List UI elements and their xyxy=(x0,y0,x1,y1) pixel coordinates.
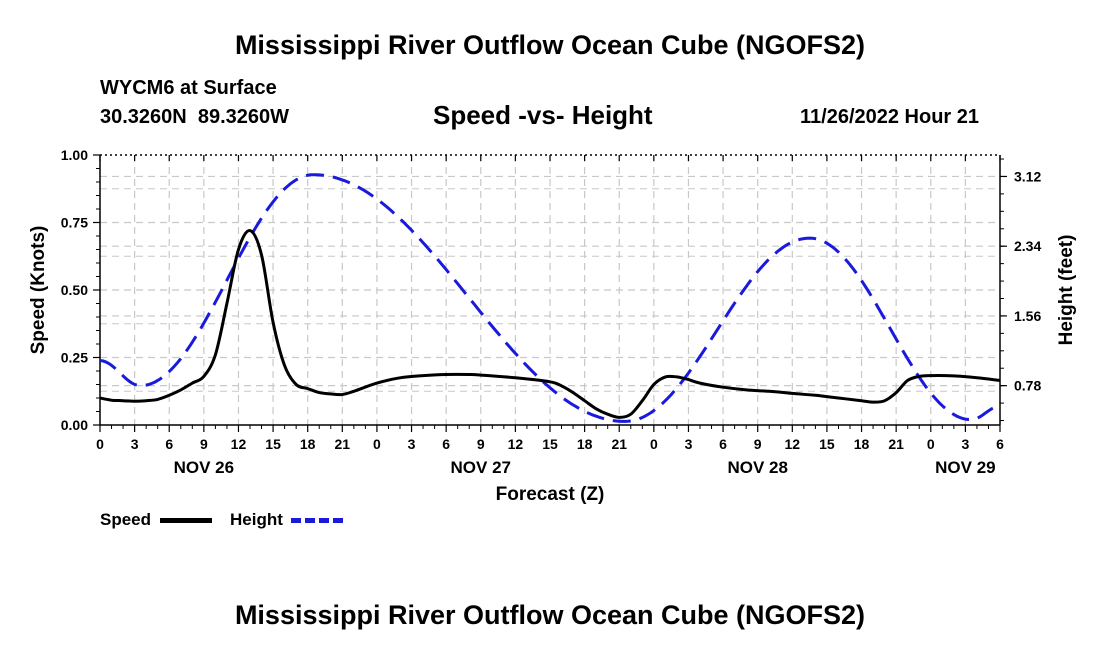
day-label: NOV 28 xyxy=(727,458,787,477)
x-tick-label: 6 xyxy=(442,436,450,452)
y-tick-label: 0.75 xyxy=(61,215,88,231)
x-tick-label: 15 xyxy=(819,436,835,452)
x-tick-label: 12 xyxy=(508,436,524,452)
y-tick-label: 0.00 xyxy=(61,417,88,433)
day-label: NOV 26 xyxy=(174,458,234,477)
legend-speed-swatch xyxy=(160,518,212,523)
day-label: NOV 29 xyxy=(935,458,995,477)
x-tick-label: 9 xyxy=(754,436,762,452)
speed-series-line xyxy=(99,229,1001,419)
station-label: WYCM6 at Surface xyxy=(100,77,277,99)
y-tick-label: 0.25 xyxy=(61,350,88,366)
datetime-label: 11/26/2022 Hour 21 xyxy=(800,106,980,128)
y-tick-label: 0.50 xyxy=(61,282,88,298)
x-tick-label: 6 xyxy=(996,436,1004,452)
x-tick-label: 15 xyxy=(265,436,281,452)
x-tick-label: 21 xyxy=(888,436,904,452)
x-tick-label: 3 xyxy=(685,436,693,452)
x-tick-label: 0 xyxy=(927,436,935,452)
x-tick-label: 18 xyxy=(300,436,316,452)
x-tick-label: 3 xyxy=(408,436,416,452)
coordinates-label: 30.3260N 89.3260W xyxy=(100,106,290,128)
x-tick-label: 12 xyxy=(785,436,801,452)
x-axis-title: Forecast (Z) xyxy=(496,484,605,505)
y-axis-title: Speed (Knots) xyxy=(28,226,49,355)
x-tick-label: 21 xyxy=(335,436,351,452)
x-tick-label: 18 xyxy=(854,436,870,452)
x-tick-label: 6 xyxy=(719,436,727,452)
page-title: Mississippi River Outflow Ocean Cube (NG… xyxy=(234,30,866,60)
x-tick-label: 6 xyxy=(165,436,173,452)
legend-speed-label: Speed xyxy=(100,510,152,529)
y2-axis-title: Height (feet) xyxy=(1056,235,1077,346)
x-tick-label: 3 xyxy=(961,436,969,452)
x-tick-label: 12 xyxy=(231,436,247,452)
x-tick-label: 0 xyxy=(96,436,104,452)
height-series-line xyxy=(99,173,1001,423)
legend-height-swatch xyxy=(291,518,343,523)
day-label: NOV 27 xyxy=(451,458,511,477)
x-tick-label: 9 xyxy=(477,436,485,452)
x-tick-label: 0 xyxy=(650,436,658,452)
legend-height-label: Height xyxy=(230,510,283,529)
x-tick-label: 0 xyxy=(373,436,381,452)
x-tick-label: 18 xyxy=(577,436,593,452)
x-tick-label: 21 xyxy=(611,436,627,452)
y2-tick-label: 0.78 xyxy=(1014,378,1041,394)
x-tick-label: 3 xyxy=(131,436,139,452)
y2-tick-label: 1.56 xyxy=(1014,308,1041,324)
footer-title: Mississippi River Outflow Ocean Cube (NG… xyxy=(234,600,866,630)
y2-tick-label: 2.34 xyxy=(1014,238,1041,254)
x-tick-label: 15 xyxy=(542,436,558,452)
y2-tick-label: 3.12 xyxy=(1014,168,1041,184)
y-tick-label: 1.00 xyxy=(61,147,88,163)
chart-subtitle: Speed -vs- Height xyxy=(433,100,653,130)
x-tick-label: 9 xyxy=(200,436,208,452)
